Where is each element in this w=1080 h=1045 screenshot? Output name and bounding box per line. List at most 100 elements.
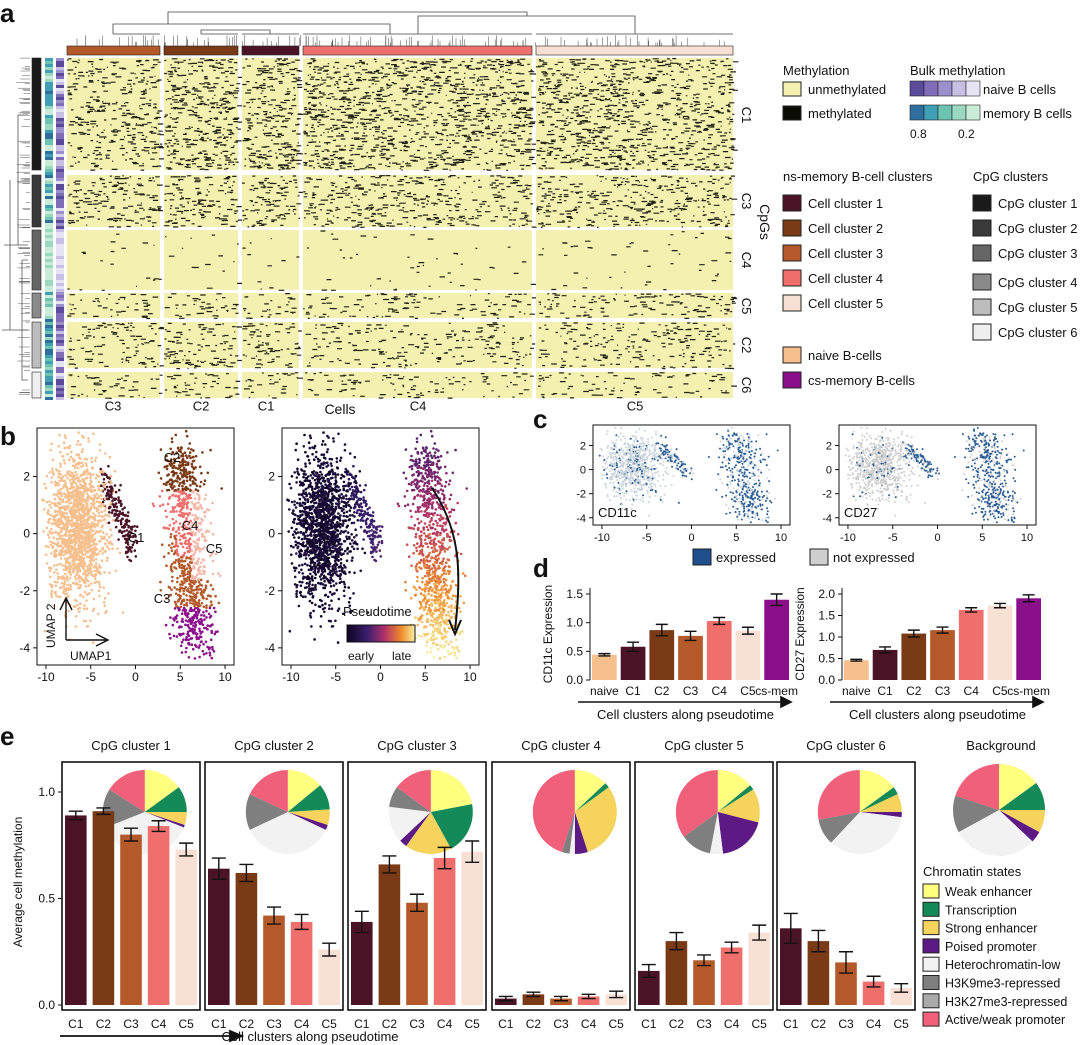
- pie-slice: [245, 794, 288, 830]
- chart-frame: [61, 761, 201, 1011]
- expression-chart-1: 0.0 0.5 1.0 1.5 2.0 naive C1 C2 C3 C4 C5 cs-mem Cell…: [793, 587, 1050, 722]
- naive-label: naive B-cells: [808, 348, 882, 363]
- methylation-bar: [522, 994, 545, 1005]
- error-bar: [850, 658, 863, 662]
- category-label: C1: [641, 1017, 657, 1031]
- error-bar: [866, 975, 881, 988]
- ns-cluster-swatch: [782, 219, 802, 237]
- pseudotime-arrow-icon: [60, 1029, 245, 1043]
- y-tick-label: 2: [23, 470, 30, 484]
- not-expressed-swatch: [809, 548, 829, 566]
- cpg-cluster-label: CpG cluster 2: [998, 221, 1077, 236]
- error-bar: [437, 846, 452, 870]
- error-bar: [641, 963, 656, 979]
- category-label: C5: [179, 1017, 195, 1031]
- chromatin-swatch: [922, 1011, 940, 1027]
- bulk-naive-swatch: [965, 80, 981, 97]
- category-label: C2: [526, 1017, 542, 1031]
- error-bar: [354, 910, 369, 934]
- category-label: C3: [696, 1017, 712, 1031]
- y-tick-label: -2: [19, 584, 30, 598]
- y-tick-label: -4: [822, 513, 832, 525]
- methylation-bar: [351, 921, 373, 1005]
- ns-cluster-label: Cell cluster 3: [808, 246, 883, 261]
- methylation-chart-2: CpG cluster 2 C1 C2 C3 C4 C5: [204, 738, 344, 1031]
- bulk-naive-swatch: [937, 80, 953, 97]
- y-tick-label: -4: [19, 641, 30, 655]
- category-label: C1: [783, 1017, 799, 1031]
- row-dendrogram: [2, 57, 30, 395]
- panel-letter-b: b: [0, 421, 16, 451]
- pie-slice: [561, 812, 575, 854]
- bulk-max-label: 0.2: [958, 127, 975, 141]
- col-label-C2: C2: [193, 399, 210, 414]
- category-label: C4: [294, 1017, 310, 1031]
- x-tick-label: 5: [979, 532, 985, 544]
- methylated-swatch: [782, 105, 802, 121]
- expression-bar: [958, 609, 984, 680]
- error-bar: [294, 913, 309, 931]
- category-label: C4: [724, 1017, 740, 1031]
- pseudotime-trajectory-arrow: [431, 487, 460, 631]
- pie-slice: [388, 806, 431, 841]
- e-y-label: Average cell methylation: [11, 817, 25, 948]
- methylation-bar: [92, 811, 115, 1005]
- x-tick-label: 0: [377, 670, 384, 684]
- expression-bar: [706, 620, 732, 680]
- panel-a-legend: Methylation unmethylated methylated Bulk…: [782, 63, 1077, 389]
- methylation-bar: [495, 998, 517, 1005]
- x-tick-label: -10: [37, 670, 55, 684]
- x-tick-label: -10: [282, 670, 300, 684]
- ns-cluster-label: Cell cluster 1: [808, 196, 883, 211]
- bulk-memory-swatches: [909, 104, 981, 121]
- error-bar: [713, 616, 726, 626]
- error-bar: [267, 906, 281, 925]
- ns-cluster-label: Cell cluster 4: [808, 271, 883, 286]
- category-label: C5: [322, 1017, 338, 1031]
- row-label-C2: C2: [739, 337, 754, 354]
- bulk-memory-swatch: [951, 104, 967, 121]
- marker-umap-ticks: -10 -5 0 5 10 2 0 -2 -4 -10 -5 0 5 10 2 0 -2 -4: [576, 440, 1033, 544]
- error-bar: [811, 929, 826, 953]
- chart-frame: [347, 761, 487, 1011]
- expression-bar: [620, 646, 646, 680]
- y-tick-label: 2.0: [818, 587, 835, 601]
- cpg-cluster-label: CpG cluster 1: [998, 196, 1077, 211]
- category-label: C3: [553, 1017, 569, 1031]
- methylation-chart-6: CpG cluster 6 C1 C2 C3 C4 C5: [776, 738, 916, 1031]
- side-annotation-bars: [31, 57, 64, 400]
- row-label-C3: C3: [739, 193, 754, 210]
- x-tick-label: -5: [642, 532, 652, 544]
- category-label: C4: [581, 1017, 597, 1031]
- expression-bar: [987, 605, 1013, 680]
- chromatin-swatch: [922, 975, 940, 990]
- ns-cluster-swatch: [782, 194, 802, 212]
- cd11c-title: CD11c: [598, 505, 637, 520]
- ns-cluster-swatch: [782, 244, 802, 262]
- chromatin-swatch: [922, 993, 940, 1009]
- methylation-bar: [638, 970, 660, 1005]
- ns-cluster-swatch: [782, 294, 802, 312]
- methylation-bar: [433, 858, 456, 1005]
- bulk-naive-label: naive B cells: [983, 82, 1056, 97]
- chart-frame: [634, 761, 774, 1011]
- x-tick-label: 0: [688, 532, 694, 544]
- row-label-C5: C5: [739, 298, 754, 315]
- error-bar: [598, 652, 611, 657]
- pie-slice: [574, 770, 606, 812]
- d-y-label: CD11c Expression: [541, 585, 555, 683]
- umap-axis-ticks: -10 -5 0 5 10 2 0 -2 -4 -10 -5 0 5 10 2 0 -2 -4: [19, 470, 477, 684]
- category-label: C2: [669, 1017, 685, 1031]
- x-tick-label: -10: [594, 532, 610, 544]
- y-tick-label: 0.0: [818, 673, 835, 687]
- expression-bar: [678, 635, 703, 680]
- trajectory-arrowhead-icon: [448, 619, 462, 637]
- background-title: Background: [966, 738, 1035, 753]
- heatmap-column-labels: C3 C2 C1 C4 C5: [105, 399, 644, 414]
- pie-slice: [569, 812, 575, 854]
- bulk-naive-swatch: [909, 80, 925, 97]
- error-bar: [965, 607, 978, 613]
- cd27-title: CD27: [844, 505, 877, 520]
- pie-slice: [683, 812, 718, 854]
